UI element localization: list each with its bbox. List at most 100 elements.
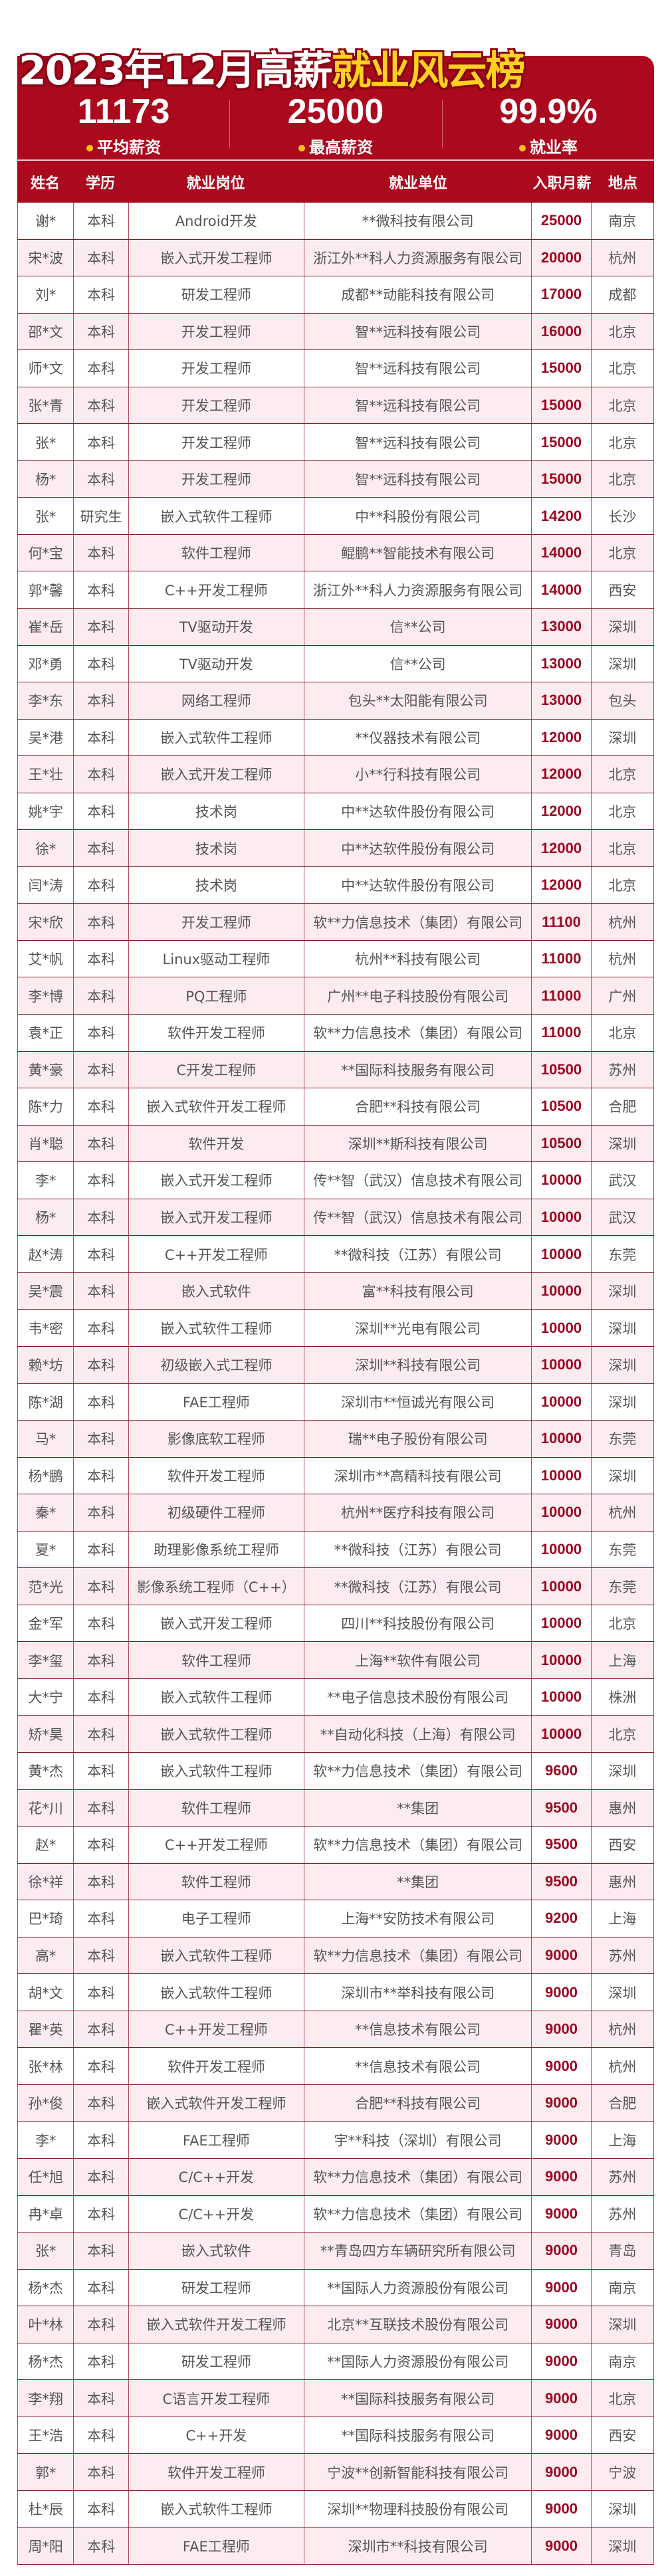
table-row: 王*浩 本科 C++开发 **国际科技服务有限公司 9000 西安 [17, 2417, 654, 2454]
cell-degree: 本科 [74, 534, 129, 571]
cell-company: 传**智（武汉）信息技术有限公司 [304, 1162, 532, 1199]
cell-salary: 11000 [532, 977, 592, 1015]
cell-company: **自动化科技（上海）有限公司 [304, 1716, 532, 1752]
cell-salary: 12000 [532, 756, 592, 793]
table-row: 陈*力 本科 嵌入式软件开发工程师 合肥**科技有限公司 10500 合肥 [17, 1088, 654, 1126]
cell-degree: 本科 [74, 1051, 129, 1088]
cell-company: **国际科技服务有限公司 [304, 1051, 532, 1088]
table-row: 吴*震 本科 嵌入式软件 富**科技有限公司 10000 深圳 [17, 1272, 654, 1310]
cell-degree: 本科 [74, 2122, 129, 2158]
cell-degree: 本科 [74, 1678, 129, 1716]
cell-location: 北京 [592, 2380, 654, 2417]
table-row: 矫*昊 本科 嵌入式软件工程师 **自动化科技（上海）有限公司 10000 北京 [17, 1716, 654, 1753]
table-row: 李* 本科 嵌入式开发工程师 传**智（武汉）信息技术有限公司 10000 武汉 [17, 1162, 654, 1199]
cell-location: 青岛 [592, 2232, 654, 2269]
cell-name: 闫*涛 [17, 866, 74, 904]
cell-name: 李*博 [17, 977, 74, 1015]
table-row: 李*玺 本科 软件工程师 上海**软件有限公司 10000 上海 [17, 1642, 654, 1679]
table-row: 徐* 本科 技术岗 中**达软件股份有限公司 12000 北京 [17, 830, 654, 867]
cell-position: Linux驱动工程师 [129, 940, 304, 977]
cell-name: 艾*帆 [17, 940, 74, 977]
cell-company: **国际科技服务有限公司 [304, 2417, 532, 2454]
header-salary: 入职月薪 [532, 175, 592, 192]
cell-position: 嵌入式软件工程师 [129, 1678, 304, 1716]
cell-company: 智**远科技有限公司 [304, 460, 532, 498]
cell-name: 李*东 [17, 682, 74, 719]
cell-location: 深圳 [592, 1272, 654, 1310]
cell-location: 深圳 [592, 2306, 654, 2343]
cell-salary: 10000 [532, 1457, 592, 1494]
cell-company: 成都**动能科技有限公司 [304, 276, 532, 313]
cell-position: 软件工程师 [129, 534, 304, 571]
cell-position: C语言开发工程师 [129, 2380, 304, 2417]
cell-position: 初级嵌入式工程师 [129, 1346, 304, 1383]
cell-salary: 10000 [532, 1494, 592, 1531]
cell-degree: 本科 [74, 1863, 129, 1900]
cell-location: 南京 [592, 2269, 654, 2306]
cell-location: 长沙 [592, 498, 654, 534]
cell-salary: 9000 [532, 1974, 592, 2011]
cell-position: 嵌入式软件工程师 [129, 498, 304, 534]
cell-location: 北京 [592, 387, 654, 424]
cell-company: 广州**电子科技股份有限公司 [304, 977, 532, 1015]
cell-company: 上海**安防技术有限公司 [304, 1900, 532, 1937]
cell-name: 赵*涛 [17, 1236, 74, 1272]
cell-company: 软**力信息技术（集团）有限公司 [304, 2158, 532, 2195]
cell-company: 合肥**科技有限公司 [304, 2084, 532, 2122]
cell-position: C++开发 [129, 2417, 304, 2454]
cell-degree: 本科 [74, 2269, 129, 2306]
cell-salary: 13000 [532, 609, 592, 645]
cell-position: 软件工程师 [129, 1789, 304, 1827]
cell-position: 嵌入式开发工程师 [129, 1162, 304, 1199]
cell-location: 深圳 [592, 645, 654, 682]
table-row: 高* 本科 嵌入式软件工程师 软**力信息技术（集团）有限公司 9000 苏州 [17, 1937, 654, 1975]
cell-location: 杭州 [592, 2048, 654, 2084]
cell-salary: 12000 [532, 719, 592, 756]
cell-degree: 本科 [74, 1494, 129, 1531]
cell-name: 杜*辰 [17, 2490, 74, 2527]
cell-name: 陈*力 [17, 1088, 74, 1125]
cell-degree: 本科 [74, 866, 129, 904]
cell-position: 嵌入式开发工程师 [129, 1605, 304, 1642]
cell-position: 嵌入式软件工程师 [129, 1937, 304, 1974]
table-row: 张* 研究生 嵌入式软件工程师 中**科股份有限公司 14200 长沙 [17, 498, 654, 535]
cell-location: 北京 [592, 1716, 654, 1752]
cell-location: 南京 [592, 203, 654, 239]
cell-degree: 本科 [74, 460, 129, 498]
cell-name: 陈*湖 [17, 1383, 74, 1421]
bullet-dot-icon [519, 145, 526, 151]
cell-company: **微科技（江苏）有限公司 [304, 1236, 532, 1272]
cell-name: 杨* [17, 1199, 74, 1236]
cell-name: 刘* [17, 276, 74, 313]
cell-position: 电子工程师 [129, 1900, 304, 1937]
title-main: 2023年12月高薪 [19, 48, 332, 94]
table-row: 张* 本科 开发工程师 智**远科技有限公司 15000 北京 [17, 424, 654, 461]
table-row: 杨*鹏 本科 软件开发工程师 深圳市**高精科技有限公司 10000 深圳 [17, 1457, 654, 1495]
cell-position: 开发工程师 [129, 904, 304, 940]
cell-name: 孙*俊 [17, 2084, 74, 2122]
cell-position: 开发工程师 [129, 313, 304, 350]
stat-label: 就业率 [530, 138, 578, 157]
cell-salary: 9500 [532, 1789, 592, 1827]
cell-salary: 9000 [532, 2306, 592, 2343]
cell-name: 巴*琦 [17, 1900, 74, 1937]
cell-company: 小**行科技有限公司 [304, 756, 532, 793]
table-row: 秦* 本科 初级硬件工程师 杭州**医疗科技有限公司 10000 杭州 [17, 1494, 654, 1532]
table-row: 杨*杰 本科 研发工程师 **国际人力资源股份有限公司 9000 南京 [17, 2269, 654, 2307]
cell-salary: 10000 [532, 1421, 592, 1457]
cell-name: 张* [17, 424, 74, 460]
cell-location: 深圳 [592, 1752, 654, 1789]
cell-salary: 9500 [532, 1827, 592, 1863]
cell-location: 武汉 [592, 1199, 654, 1236]
cell-position: 开发工程师 [129, 460, 304, 498]
cell-name: 矫*昊 [17, 1716, 74, 1752]
cell-name: 王*壮 [17, 756, 74, 793]
cell-degree: 本科 [74, 1900, 129, 1937]
cell-company: 四川**科技股份有限公司 [304, 1605, 532, 1642]
cell-degree: 本科 [74, 1015, 129, 1051]
cell-name: 黄*豪 [17, 1051, 74, 1088]
cell-position: 嵌入式软件工程师 [129, 1974, 304, 2011]
cell-location: 东莞 [592, 1421, 654, 1457]
table-row: 金*军 本科 嵌入式开发工程师 四川**科技股份有限公司 10000 北京 [17, 1605, 654, 1642]
cell-salary: 13000 [532, 645, 592, 682]
